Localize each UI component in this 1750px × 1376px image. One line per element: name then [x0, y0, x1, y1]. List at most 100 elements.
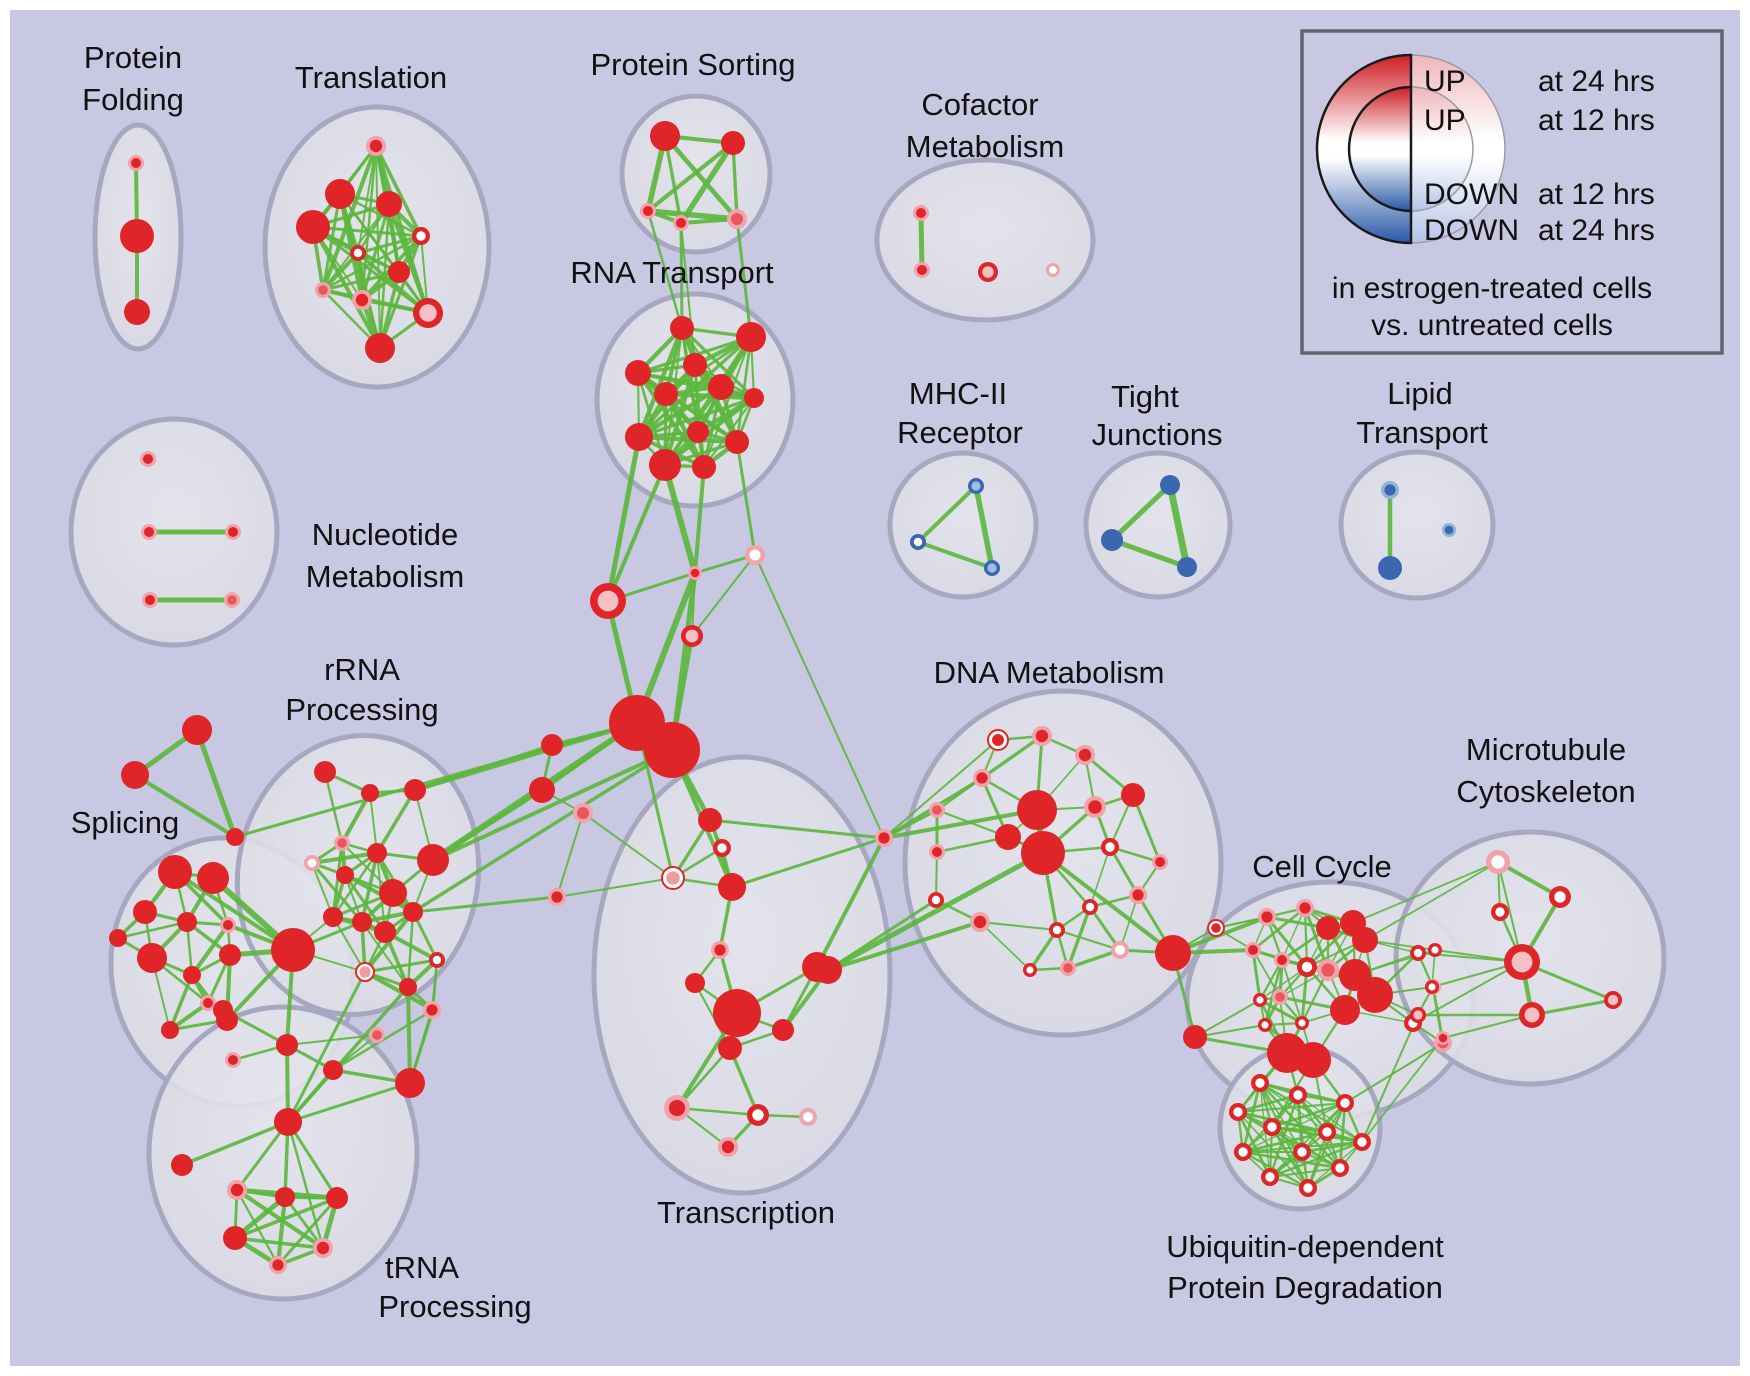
- node-t8-core: [318, 285, 328, 295]
- edge: [363, 958, 439, 974]
- edge: [934, 850, 939, 902]
- edge: [374, 144, 423, 238]
- edge: [636, 384, 724, 440]
- node-cc20-core: [1413, 948, 1423, 958]
- node-s9-core: [203, 998, 213, 1008]
- node-tj2-core: [1105, 533, 1119, 547]
- node-d2-core: [1029, 839, 1057, 867]
- edge: [180, 1120, 290, 1167]
- node-c1-core: [690, 568, 700, 578]
- legend-box: [1300, 29, 1724, 355]
- edge: [1109, 537, 1190, 570]
- node-ps2-core: [725, 135, 741, 151]
- edge: [693, 465, 706, 575]
- edge: [286, 1081, 412, 1124]
- node-mc3-core: [1495, 907, 1505, 917]
- node-r10-core: [729, 434, 745, 450]
- node-ub9-core: [1297, 1147, 1307, 1157]
- node-m2-core: [913, 537, 923, 547]
- node-dn2-core: [1035, 729, 1049, 743]
- node-g3-core: [228, 1055, 238, 1065]
- edge: [362, 969, 436, 1013]
- node-cm4-core: [1049, 266, 1057, 274]
- edge: [360, 851, 379, 924]
- legend-direction-2: UP: [1424, 104, 1466, 137]
- node-cm3-core: [982, 266, 994, 278]
- edge: [754, 554, 885, 839]
- node-dn18-core: [1026, 966, 1034, 974]
- edge: [680, 326, 756, 400]
- node-mc1-core: [1491, 855, 1505, 869]
- edge: [369, 792, 378, 854]
- node-ub5-core: [1267, 1122, 1277, 1132]
- node-rr15-core: [359, 966, 371, 978]
- edge: [413, 743, 554, 792]
- edge: [1166, 481, 1191, 571]
- node-ub1-core: [1255, 1078, 1265, 1088]
- node-cc3-core: [1320, 920, 1336, 936]
- edge: [735, 335, 753, 444]
- cluster-label-microtubule-cytoskeleton-line1: Microtubule: [1466, 732, 1626, 767]
- node-cc7-core: [1277, 955, 1287, 965]
- edge: [194, 727, 238, 840]
- edge: [1108, 845, 1140, 897]
- legend-caption-line2: vs. untreated cells: [1371, 309, 1613, 342]
- edge: [1281, 959, 1303, 1024]
- edge: [378, 234, 423, 350]
- edge: [286, 1120, 339, 1200]
- edge: [730, 836, 886, 889]
- cluster-ellipse-dna-metabolism: [902, 688, 1224, 1038]
- node-t5-core: [416, 231, 426, 241]
- node-m1-core: [971, 481, 981, 491]
- node-dn9-core: [932, 847, 942, 857]
- node-r7-core: [748, 392, 760, 404]
- node-tx3-core: [666, 871, 680, 885]
- edge: [1361, 1037, 1444, 1143]
- cluster-label-protein-folding-line1: Protein: [84, 40, 182, 75]
- edge: [815, 836, 886, 969]
- edge: [331, 841, 344, 919]
- node-tj1-core: [1164, 479, 1176, 491]
- cluster-label-nucleotide-metabolism-line1: Nucleotide: [312, 517, 458, 552]
- node-dn8-core: [1000, 829, 1016, 845]
- node-h2-core: [655, 733, 689, 767]
- node-d3-core: [1162, 942, 1184, 964]
- node-cc6-core: [1248, 945, 1258, 955]
- node-nm2-core: [144, 527, 154, 537]
- edge: [320, 250, 361, 293]
- cluster-label-lipid-transport-line1: Lipid: [1387, 376, 1453, 411]
- node-ub10-core: [1335, 1163, 1345, 1173]
- node-tj3-core: [1181, 561, 1193, 573]
- edge: [826, 920, 982, 972]
- edge: [360, 202, 391, 302]
- edge: [728, 1046, 760, 1117]
- node-cc13-core: [1256, 996, 1264, 1004]
- edge: [708, 818, 886, 840]
- edge: [1361, 1014, 1419, 1143]
- node-t3-core: [381, 196, 397, 212]
- node-s4-core: [181, 916, 193, 928]
- node-w2-core: [534, 782, 550, 798]
- node-g4-core: [327, 1064, 339, 1076]
- cluster-label-cofactor-metabolism-line2: Metabolism: [906, 129, 1065, 164]
- node-rr2-core: [364, 787, 376, 799]
- edge: [918, 210, 925, 273]
- node-cm2-core: [917, 265, 927, 275]
- node-cc17-core: [1275, 1041, 1299, 1065]
- edge: [693, 553, 757, 575]
- node-tx10-core: [722, 1040, 738, 1056]
- node-dn16-core: [1052, 925, 1062, 935]
- edge: [1236, 1093, 1300, 1114]
- node-dn13-core: [973, 915, 987, 929]
- edge: [605, 434, 642, 604]
- node-s6-core: [143, 949, 161, 967]
- node-ub7-core: [1357, 1137, 1367, 1147]
- node-dn4-core: [976, 772, 988, 784]
- node-l2-core: [1382, 560, 1398, 576]
- node-t4-core: [302, 216, 324, 238]
- node-t7-core: [392, 265, 406, 279]
- edge: [679, 221, 684, 330]
- node-mc8-core: [1524, 1007, 1540, 1023]
